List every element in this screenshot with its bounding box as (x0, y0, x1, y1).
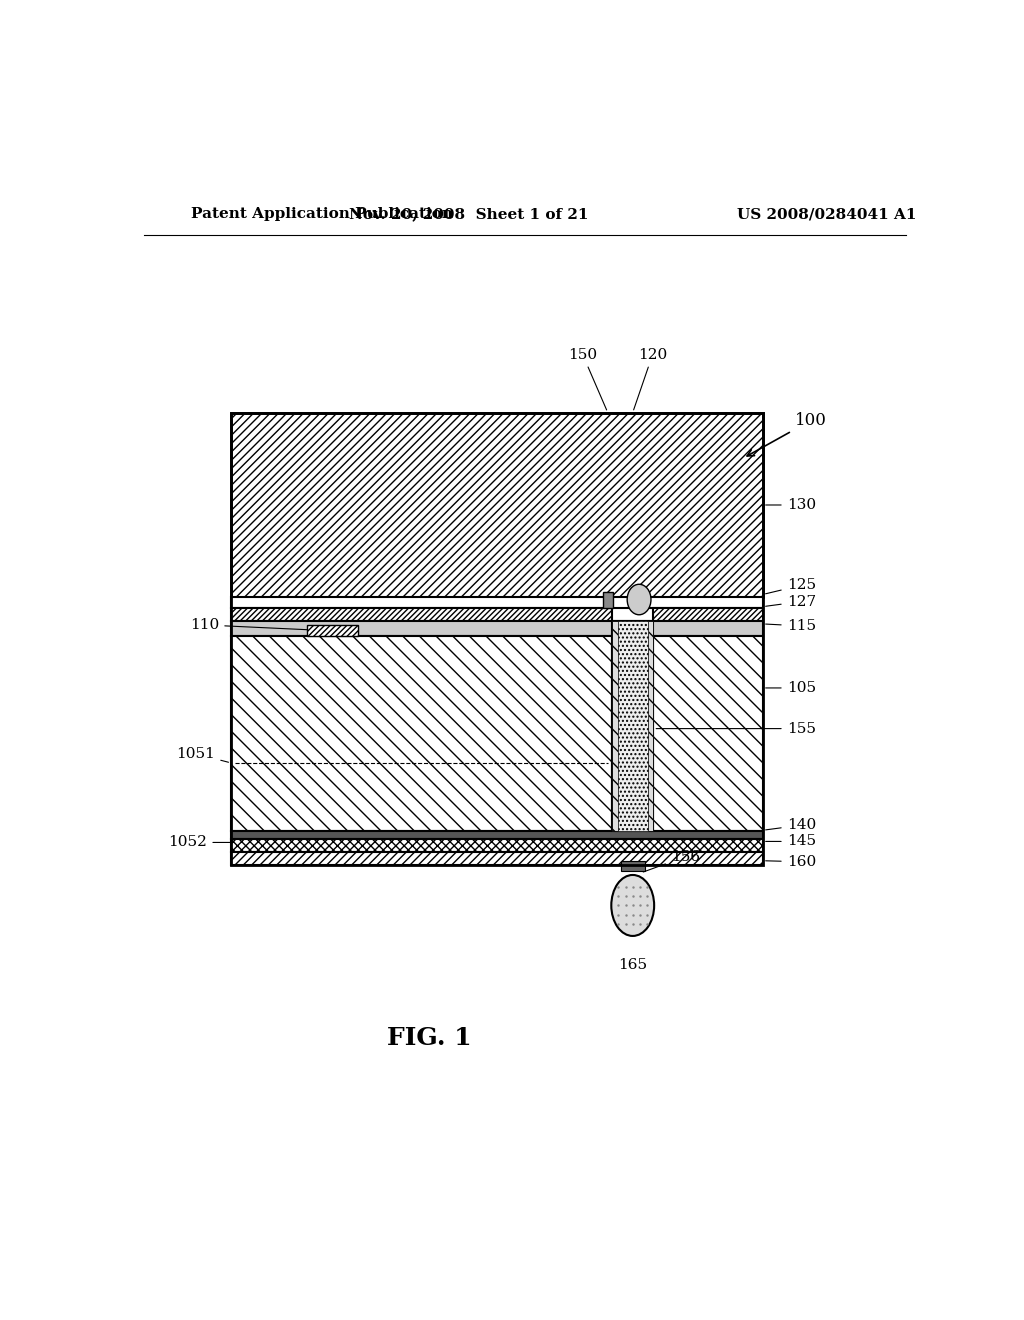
Text: 156: 156 (643, 850, 700, 873)
Bar (621, 861, 645, 871)
Text: 127: 127 (766, 594, 816, 609)
Text: 110: 110 (190, 618, 322, 632)
Text: 1052: 1052 (169, 836, 230, 850)
Text: 105: 105 (766, 681, 816, 694)
Text: 120: 120 (634, 347, 668, 411)
Bar (231, 413, 763, 598)
Bar (231, 636, 612, 832)
Text: 165: 165 (618, 958, 647, 973)
Text: 150: 150 (568, 347, 606, 411)
Text: 140: 140 (766, 818, 816, 832)
Bar (231, 832, 763, 840)
Text: 125: 125 (766, 578, 816, 594)
Bar (231, 607, 612, 620)
Bar (612, 620, 653, 832)
Bar (602, 593, 613, 607)
Text: Patent Application Publication: Patent Application Publication (191, 207, 454, 222)
Text: 100: 100 (748, 412, 826, 455)
Bar (648, 620, 653, 832)
Circle shape (627, 585, 651, 615)
Bar (617, 620, 648, 832)
Bar (231, 851, 763, 865)
Bar (231, 840, 763, 851)
Bar (231, 620, 763, 636)
Text: 145: 145 (766, 834, 816, 849)
Text: 155: 155 (656, 722, 816, 735)
Bar (231, 598, 763, 607)
Text: 130: 130 (766, 498, 816, 512)
Bar (231, 413, 763, 865)
Bar (653, 607, 763, 620)
Text: US 2008/0284041 A1: US 2008/0284041 A1 (736, 207, 916, 222)
Text: Nov. 20, 2008  Sheet 1 of 21: Nov. 20, 2008 Sheet 1 of 21 (349, 207, 589, 222)
Text: 1051: 1051 (176, 747, 228, 762)
Text: FIG. 1: FIG. 1 (387, 1026, 472, 1049)
Bar (306, 624, 358, 636)
Text: 115: 115 (766, 619, 816, 634)
Ellipse shape (611, 875, 654, 936)
Bar (612, 620, 617, 832)
Text: 160: 160 (766, 855, 816, 869)
Bar (653, 636, 763, 832)
